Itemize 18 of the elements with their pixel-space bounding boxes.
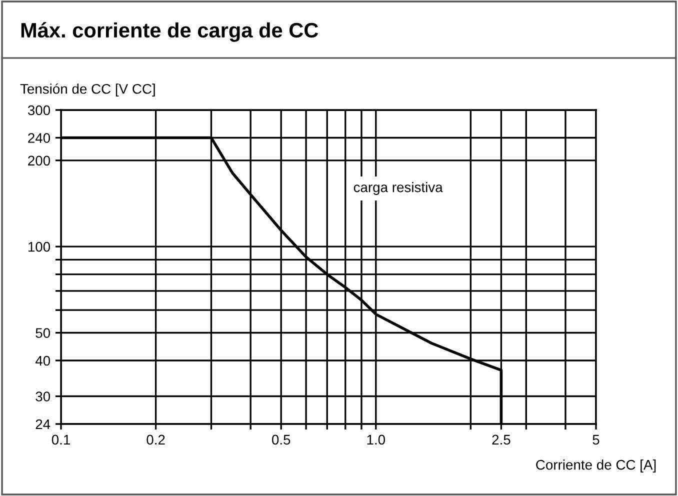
annotation: carga resistiva bbox=[354, 182, 443, 195]
x-tick-label: 0.1 bbox=[52, 434, 70, 445]
x-tick-label: 1.0 bbox=[367, 434, 386, 445]
x-tick-label: 5 bbox=[592, 434, 600, 445]
x-tick-label: 0.2 bbox=[146, 434, 165, 445]
x-tick-label: 0.5 bbox=[272, 434, 290, 445]
y-tick-label: 24 bbox=[36, 419, 50, 430]
x-axis-title: Corriente de CC [A] bbox=[536, 460, 656, 472]
x-tick-label: 2.5 bbox=[492, 434, 510, 445]
y-axis-title: Tensión de CC [V CC] bbox=[20, 83, 155, 97]
y-tick-label: 40 bbox=[35, 356, 50, 366]
y-tick-label: 240 bbox=[28, 133, 50, 143]
y-tick-label: 50 bbox=[36, 328, 50, 338]
y-tick-label: 30 bbox=[36, 392, 50, 402]
y-tick-label: 200 bbox=[28, 156, 50, 166]
chart-title: Máx. corriente de carga de CC bbox=[21, 22, 318, 42]
y-tick-label: 300 bbox=[28, 105, 50, 116]
y-tick-label: 100 bbox=[28, 242, 50, 252]
